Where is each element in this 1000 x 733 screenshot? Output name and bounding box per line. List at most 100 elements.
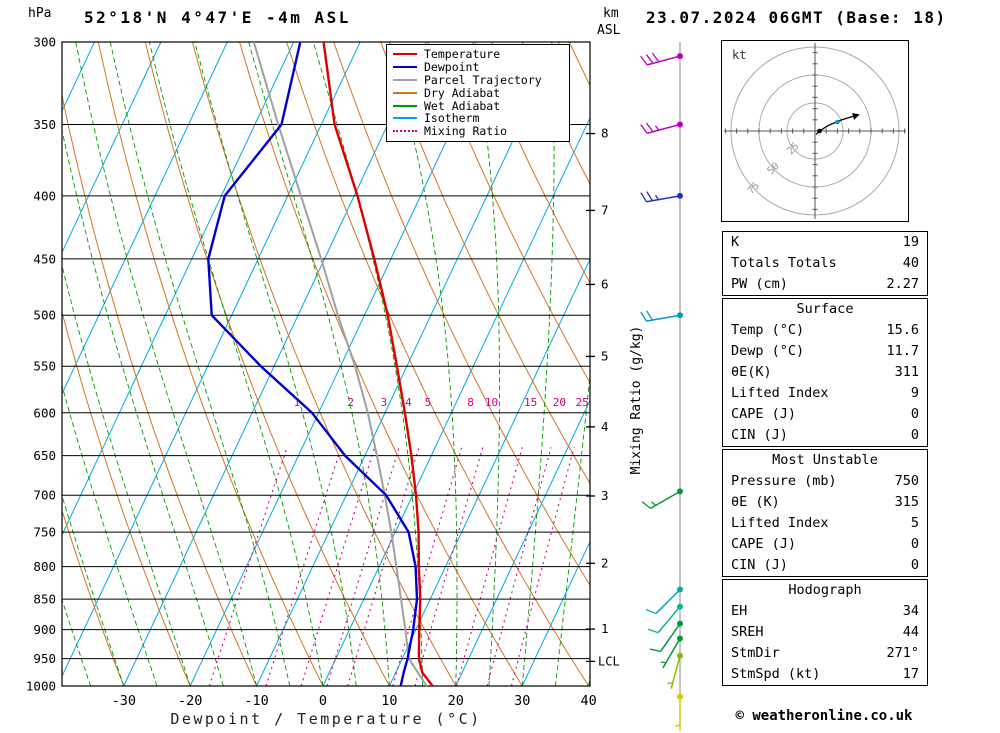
stat-label: Dewp (°C) bbox=[731, 343, 805, 359]
km-tick-label: 1 bbox=[601, 621, 609, 636]
legend-label: Parcel Trajectory bbox=[424, 73, 542, 87]
legend-line-sample bbox=[393, 130, 417, 133]
hodograph-unit-label: kt bbox=[732, 48, 746, 62]
x-axis-title: Dewpoint / Temperature (°C) bbox=[170, 710, 481, 728]
stat-value: 315 bbox=[894, 494, 919, 510]
stat-row: Totals Totals 40 bbox=[723, 253, 927, 274]
wind-barb bbox=[640, 52, 683, 66]
stat-value: 0 bbox=[910, 536, 919, 552]
datetime-title: 23.07.2024 06GMT (Base: 18) bbox=[646, 8, 947, 27]
legend-label: Mixing Ratio bbox=[424, 124, 508, 139]
legend-item: Isotherm bbox=[393, 111, 563, 125]
stat-value: 15.6 bbox=[886, 322, 919, 338]
dry-adiabat-line bbox=[62, 93, 258, 686]
stat-label: θE (K) bbox=[731, 494, 780, 510]
stat-value: 0 bbox=[910, 406, 919, 422]
pressure-tick-label: 750 bbox=[33, 525, 56, 540]
stat-row: Lifted Index 5 bbox=[723, 513, 927, 534]
wet-adiabat-line bbox=[472, 42, 501, 686]
legend-line-sample bbox=[393, 117, 417, 120]
pressure-axis-unit: hPa bbox=[28, 6, 52, 21]
isotherm-line bbox=[455, 399, 590, 686]
wind-barb bbox=[660, 635, 683, 669]
pressure-tick-label: 850 bbox=[33, 592, 56, 607]
hodograph-dot bbox=[817, 128, 822, 134]
km-tick-label: 7 bbox=[601, 202, 609, 217]
stat-value: 0 bbox=[910, 557, 919, 573]
isotherm-line bbox=[189, 42, 494, 686]
wind-barb bbox=[640, 121, 683, 134]
mixing-ratio-line bbox=[510, 447, 575, 686]
stat-row: Lifted Index 9 bbox=[723, 383, 927, 404]
stats-panel: K 19 Totals Totals 40 PW (cm) 2.27 bbox=[722, 231, 928, 296]
legend-item: Wet Adiabat bbox=[393, 99, 563, 113]
mixing-ratio-value-label: 5 bbox=[425, 396, 432, 409]
wet-adiabat-line bbox=[148, 42, 324, 686]
stat-label: StmDir bbox=[731, 645, 780, 661]
stat-value: 5 bbox=[910, 515, 919, 531]
pressure-tick-label: 350 bbox=[33, 117, 56, 132]
km-tick-label: 8 bbox=[601, 126, 609, 141]
wet-adiabat-line bbox=[62, 383, 158, 686]
legend-item: Dry Adiabat bbox=[393, 86, 563, 100]
stat-label: CAPE (J) bbox=[731, 406, 797, 422]
isotherm-line bbox=[388, 258, 590, 686]
sounding-curves bbox=[207, 42, 434, 686]
mixing-ratio-value-label: 10 bbox=[485, 396, 498, 409]
km-tick-label: 6 bbox=[601, 276, 609, 291]
temperature-tick-label: -30 bbox=[112, 693, 136, 709]
stat-row: Pressure (mb) 750 bbox=[723, 471, 927, 492]
stat-row: SREH 44 bbox=[723, 622, 927, 643]
stat-row: Temp (°C) 15.6 bbox=[723, 320, 927, 341]
stat-value: 17 bbox=[902, 666, 919, 682]
pressure-tick-label: 600 bbox=[33, 405, 56, 420]
stat-row: θE(K) 311 bbox=[723, 362, 927, 383]
mixing-ratio-value-label: 15 bbox=[524, 396, 537, 409]
lcl-label: LCL bbox=[598, 654, 620, 668]
altitude-axis-unit-km: km bbox=[603, 6, 619, 21]
stat-value: 311 bbox=[894, 364, 919, 380]
wet-adiabat-line bbox=[521, 42, 555, 686]
wind-barb bbox=[641, 488, 683, 510]
stat-row: K 19 bbox=[723, 232, 927, 253]
temperature-tick-label: 30 bbox=[514, 693, 530, 709]
mixing-ratio-value-label: 25 bbox=[576, 396, 589, 409]
stat-label: Pressure (mb) bbox=[731, 473, 837, 489]
wind-barb bbox=[640, 310, 683, 322]
wind-barb bbox=[640, 191, 683, 203]
pressure-tick-label: 450 bbox=[33, 251, 56, 266]
dewpoint-curve bbox=[207, 42, 419, 686]
stat-row: CIN (J) 0 bbox=[723, 425, 927, 446]
wind-barb bbox=[667, 652, 683, 689]
stat-row: CAPE (J) 0 bbox=[723, 534, 927, 555]
mixing-ratio-value-label: 2 bbox=[347, 396, 354, 409]
wind-barb bbox=[647, 603, 683, 634]
temperature-tick-label: 40 bbox=[580, 693, 596, 709]
temperature-tick-label: 10 bbox=[381, 693, 397, 709]
legend-item: Parcel Trajectory bbox=[393, 73, 563, 87]
km-tick-label: 3 bbox=[601, 488, 609, 503]
wind-barb bbox=[649, 620, 683, 653]
wet-adiabat-line bbox=[554, 372, 590, 686]
stats-panels: K 19 Totals Totals 40 PW (cm) 2.27 Surface Temp… bbox=[722, 231, 928, 686]
mixing-ratio-value-label: 8 bbox=[467, 396, 474, 409]
mixing-ratio-axis-title: Mixing Ratio (g/kg) bbox=[629, 326, 644, 475]
stat-row: CAPE (J) 0 bbox=[723, 404, 927, 425]
km-tick-label: 5 bbox=[601, 348, 609, 363]
stat-row: StmSpd (kt) 17 bbox=[723, 664, 927, 685]
temperature-tick-label: 0 bbox=[319, 693, 327, 709]
pressure-tick-label: 950 bbox=[33, 651, 56, 666]
legend-item: Dewpoint bbox=[393, 60, 563, 74]
stat-label: K bbox=[731, 234, 740, 250]
isotherm-line bbox=[256, 42, 560, 686]
temperature-tick-label: -20 bbox=[178, 693, 202, 709]
legend: Temperature Dewpoint Parcel Trajectory Dry … bbox=[386, 44, 570, 142]
legend-item: Temperature bbox=[393, 47, 563, 61]
stat-label: SREH bbox=[731, 624, 764, 640]
stat-label: CIN (J) bbox=[731, 427, 788, 443]
stat-row: EH 34 bbox=[723, 601, 927, 622]
pressure-tick-label: 550 bbox=[33, 359, 56, 374]
stat-label: EH bbox=[731, 603, 748, 619]
temperature-tick-label: 20 bbox=[448, 693, 464, 709]
